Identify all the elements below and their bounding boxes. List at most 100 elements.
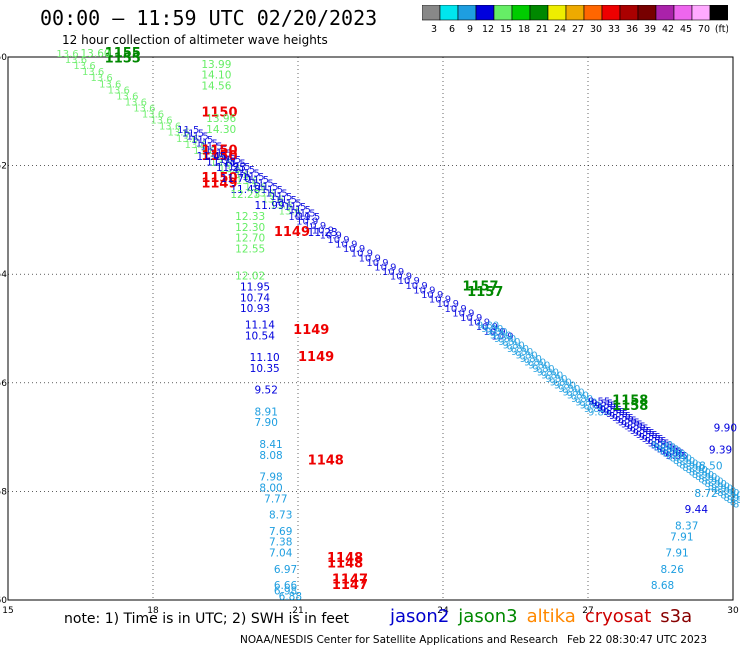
track-mark: 8.90 [724, 493, 740, 504]
track-mark: 13.6 [227, 170, 249, 181]
track-mark: 8.90 [708, 481, 730, 492]
track-mark: 8.90 [686, 465, 708, 476]
track-mark: 9.80 [558, 384, 580, 395]
track-mark: 11.5 [196, 138, 218, 149]
wave-height-label: 7.91 [670, 531, 693, 543]
wave-height-label: 11.45 [197, 151, 227, 163]
legend-label: 39 [644, 24, 656, 35]
track-mark: 9.80 [502, 341, 524, 352]
track-mark: 9.55 [621, 419, 643, 430]
track-mark: 8.90 [730, 497, 740, 508]
wave-height-label: 8.08 [259, 450, 282, 462]
track-mark: 9.55 [656, 445, 678, 456]
track-mark: 8.90 [676, 458, 698, 469]
track-mark: 9.55 [615, 415, 637, 426]
wave-height-label: 9.90 [714, 423, 737, 435]
track-mark: 11.5 [298, 212, 320, 223]
track-mark: 10.9 [491, 331, 513, 342]
track-mark: 13.6 [150, 116, 172, 127]
track-mark: 11.5 [219, 155, 241, 166]
track-mark: 8.90 [657, 445, 679, 456]
legend-label: 9 [467, 24, 473, 35]
track-mark: 10.9 [327, 235, 349, 246]
track-mark: 10.9 [351, 249, 373, 260]
track-mark: 9.55 [594, 401, 616, 412]
track-mark: 13.6 [116, 91, 138, 102]
track-mark: 11.5 [191, 135, 213, 146]
track-mark: 13.6 [270, 200, 292, 211]
time-label: 1149 [201, 176, 237, 191]
wave-height-label: 11.95 [240, 281, 270, 293]
legend-label: 42 [662, 24, 674, 35]
track-mark: 9.80 [541, 371, 563, 382]
track-mark: 13.6 [56, 49, 78, 60]
wave-height-label: 12.70 [235, 233, 265, 245]
track-mark: 11.5 [275, 195, 297, 206]
x-tick-label: 18 [147, 606, 159, 616]
track-mark: 11.5 [210, 148, 232, 159]
track-mark: 10.9 [476, 322, 498, 333]
track-mark: 9.80 [588, 407, 610, 418]
wave-height-label: 8.72 [694, 488, 717, 500]
x-tick-label: 30 [727, 606, 739, 616]
track-mark: 8.90 [701, 477, 723, 488]
track-mark: 10.9 [296, 216, 318, 227]
track-mark: 10.9 [437, 299, 459, 310]
wave-height-label: 11.14 [245, 320, 275, 332]
wave-height-label: 10.93 [240, 303, 270, 315]
time-label: 1147 [332, 573, 368, 588]
legend-swatch [709, 5, 728, 21]
wave-height-label: 9.44 [685, 504, 709, 516]
track-mark: 11.5 [270, 192, 292, 203]
track-mark: 11.5 [284, 202, 306, 213]
track-mark: 9.55 [597, 403, 619, 414]
track-mark: 8.90 [698, 474, 720, 485]
wave-height-label: 7.98 [259, 472, 282, 484]
track-mark: 8.90 [720, 491, 740, 502]
track-mark: 10.9 [343, 244, 365, 255]
track-mark: 9.80 [481, 324, 503, 335]
track-mark: 13.6 [244, 182, 266, 193]
track-mark: 9.80 [550, 377, 572, 388]
track-mark: 13.6 [108, 85, 130, 96]
track-mark: 8.90 [679, 461, 701, 472]
track-mark: 13.6 [82, 67, 104, 78]
track-mark: 9.55 [618, 417, 640, 428]
time-label: 1149 [298, 350, 334, 365]
legend-label: 36 [626, 24, 638, 35]
track-mark: 11.5 [289, 205, 311, 216]
track-mark: 9.80 [511, 347, 533, 358]
track-mark: 10.9 [320, 230, 342, 241]
track-mark: 8.90 [654, 442, 676, 453]
track-mark: 10.9 [468, 318, 490, 329]
track-mark: 9.80 [571, 394, 593, 405]
time-label: 1155 [105, 46, 141, 61]
wave-height-label: 14.30 [206, 124, 236, 136]
legend-label: 21 [536, 24, 548, 35]
wave-height-label: 12.02 [235, 271, 265, 283]
track-mark: 13.6 [193, 146, 215, 157]
wave-height-label: 8.37 [675, 520, 698, 532]
track-mark: 9.55 [606, 409, 628, 420]
legend-label: 3 [431, 24, 437, 35]
wave-height-label: 7.90 [255, 417, 278, 429]
track-mark: 10.9 [460, 313, 482, 324]
wave-height-label: 8.00 [259, 482, 282, 494]
wave-height-label: 7.69 [269, 526, 292, 538]
track-mark: 9.55 [603, 407, 625, 418]
track-mark: 13.6 [176, 134, 198, 145]
time-label: 1147 [332, 578, 368, 593]
wave-height-label: 11.70 [221, 173, 251, 185]
legend-label: 45 [680, 24, 692, 35]
track-mark: 13.6 [159, 122, 181, 133]
track-mark: 10.9 [335, 239, 357, 250]
y-tick-label: -56 [0, 379, 7, 389]
track-mark: 8.90 [670, 454, 692, 465]
track-mark: 9.80 [584, 404, 606, 415]
track-mark: 11.5 [200, 142, 222, 153]
wave-height-label: 12.33 [235, 211, 265, 223]
track-mark: 10.9 [312, 226, 334, 237]
track-mark: 10.9 [405, 281, 427, 292]
track-mark: 10.9 [452, 308, 474, 319]
track-mark: 9.55 [600, 405, 622, 416]
